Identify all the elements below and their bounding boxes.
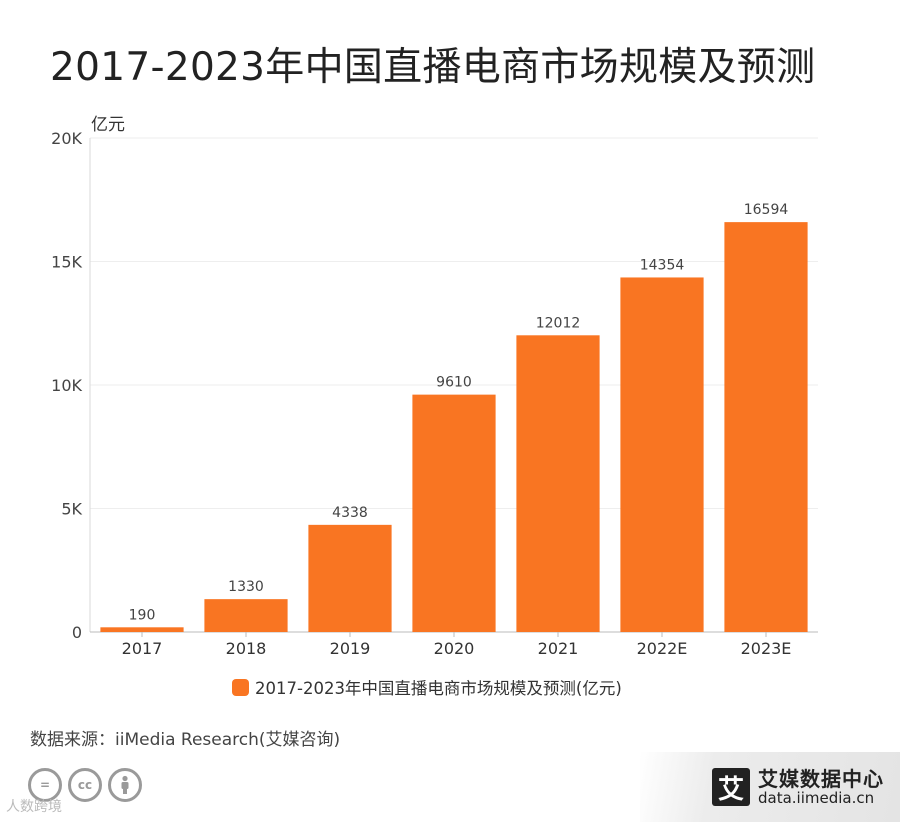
creative-commons-icon: cc xyxy=(68,768,102,802)
y-tick-label: 0 xyxy=(72,623,82,642)
watermark: 人数跨境 xyxy=(6,799,62,815)
chart-title: 2017-2023年中国直播电商市场规模及预测 xyxy=(50,45,816,90)
brand-logo-icon: 艾 xyxy=(712,768,750,807)
source-note: 数据来源：iiMedia Research(艾媒咨询) xyxy=(30,730,341,750)
x-tick-label: 2023E xyxy=(741,639,792,658)
x-tick-label: 2018 xyxy=(226,639,267,658)
brand-name: 艾媒数据中心 xyxy=(758,767,884,791)
bar xyxy=(412,394,496,632)
license-icons: = cc xyxy=(28,768,142,802)
attribution-icon xyxy=(108,768,142,802)
y-axis-label: 亿元 xyxy=(91,115,125,135)
legend-label: 2017-2023年中国直播电商市场规模及预测(亿元) xyxy=(255,679,622,698)
x-tick-label: 2017 xyxy=(122,639,163,658)
bar xyxy=(724,222,808,632)
bar xyxy=(204,599,288,632)
brand-block[interactable]: 艾 艾媒数据中心 data.iimedia.cn xyxy=(712,768,884,807)
x-tick-label: 2021 xyxy=(538,639,579,658)
data-label: 1330 xyxy=(228,579,264,595)
x-tick-label: 2020 xyxy=(434,639,475,658)
data-label: 12012 xyxy=(536,315,581,331)
y-tick-label: 20K xyxy=(51,129,82,148)
bar xyxy=(308,524,392,632)
x-tick-label: 2022E xyxy=(637,639,688,658)
data-label: 190 xyxy=(129,607,156,623)
legend[interactable]: 2017-2023年中国直播电商市场规模及预测(亿元) xyxy=(232,675,622,699)
no-derivatives-icon: = xyxy=(28,768,62,802)
data-label: 16594 xyxy=(744,202,789,218)
bar xyxy=(516,335,600,632)
y-tick-label: 15K xyxy=(51,253,82,272)
legend-swatch xyxy=(232,678,249,696)
bar xyxy=(620,277,704,632)
bar xyxy=(100,627,184,632)
data-label: 14354 xyxy=(640,257,685,273)
brand-url[interactable]: data.iimedia.cn xyxy=(758,789,875,807)
data-label: 4338 xyxy=(332,505,368,521)
y-tick-label: 5K xyxy=(61,500,82,519)
x-tick-label: 2019 xyxy=(330,639,371,658)
bar-chart: 0 5K 10K 15K 20K 亿元 190 2017 1330 2018 4338 2019 961… xyxy=(51,115,818,658)
data-label: 9610 xyxy=(436,375,472,391)
brand-background xyxy=(640,752,900,822)
y-tick-label: 10K xyxy=(51,376,82,395)
